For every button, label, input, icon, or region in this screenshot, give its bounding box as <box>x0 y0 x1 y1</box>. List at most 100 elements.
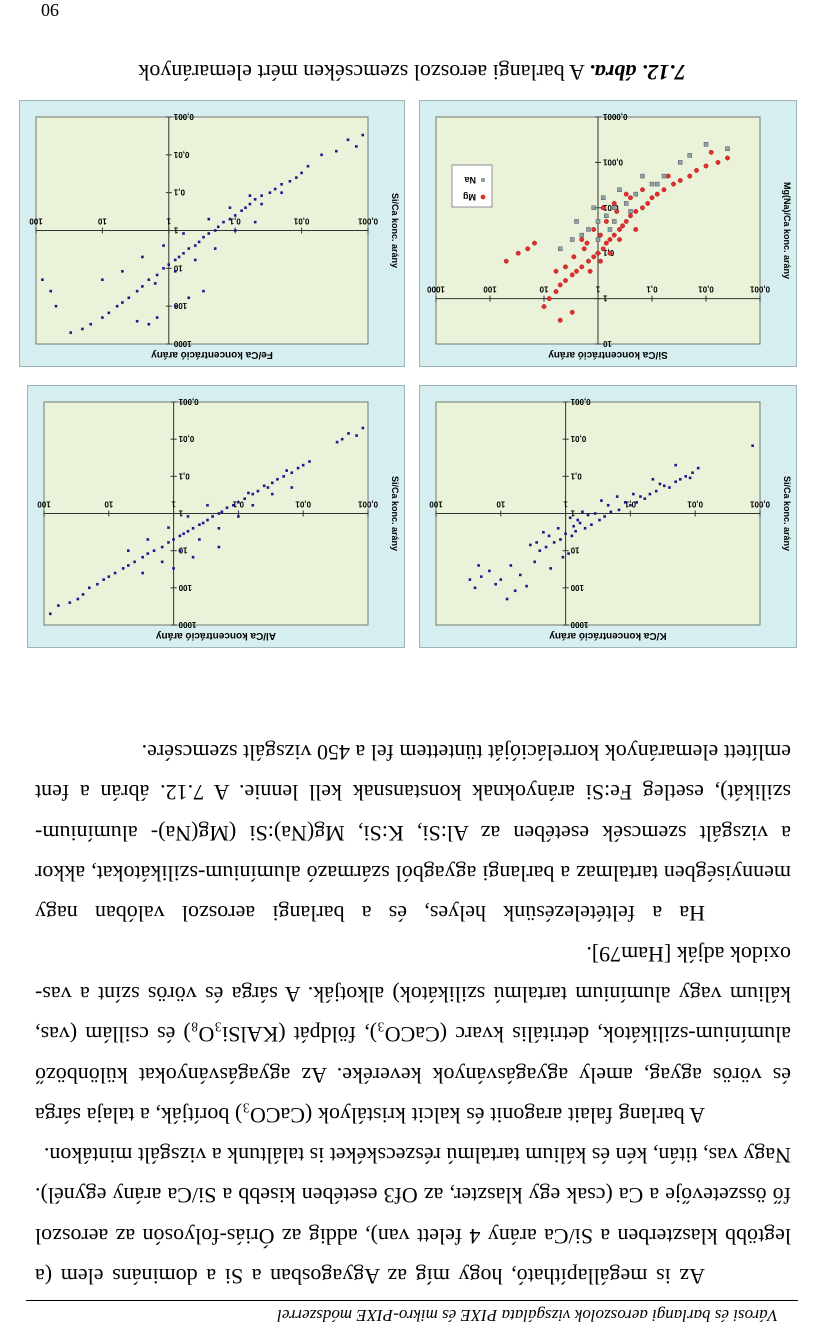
mg-point <box>587 268 593 274</box>
y-tick-label: 0,001 <box>602 157 623 166</box>
data-point <box>253 220 257 224</box>
data-point <box>162 267 165 270</box>
data-point <box>96 582 99 586</box>
data-point <box>68 601 72 604</box>
na-point <box>600 195 606 200</box>
na-point <box>640 173 645 179</box>
mg-point <box>598 258 603 264</box>
data-point <box>222 220 225 224</box>
mg-point <box>725 155 730 161</box>
data-point <box>513 589 517 593</box>
y-tick-label: 0,001 <box>178 397 199 406</box>
mg-point <box>607 250 613 256</box>
data-point <box>141 255 144 259</box>
na-point <box>677 160 683 165</box>
x-tick-label: 10 <box>539 285 548 294</box>
chart-title: Al/Ca koncentráció arány <box>156 630 276 641</box>
data-point <box>81 593 85 596</box>
na-point <box>595 237 601 242</box>
data-point <box>600 499 603 502</box>
data-point <box>187 247 191 250</box>
na-point <box>687 153 692 158</box>
chart-title: K/Ca koncentráció arány <box>549 630 667 641</box>
data-point <box>193 258 197 262</box>
legend-marker-na <box>481 178 485 182</box>
scatter-plot-fe-ca: Fe/Ca koncentráció arány Si/Ca konc. arán… <box>19 100 405 367</box>
mg-point <box>525 246 531 252</box>
data-point <box>559 538 562 541</box>
data-point <box>639 495 642 498</box>
mg-point <box>603 240 609 246</box>
data-point <box>684 475 688 478</box>
data-point <box>751 444 754 448</box>
data-point <box>479 575 483 578</box>
data-point <box>662 484 666 488</box>
data-point <box>361 426 365 430</box>
y-tick-label: 10 <box>173 263 182 272</box>
data-point <box>172 567 175 570</box>
data-point <box>590 523 593 526</box>
figure-caption: 7.12. ábra. A barlangi aeroszol szemcsék… <box>0 59 824 85</box>
y-tick-label: 0,001 <box>570 397 591 406</box>
x-tick-label: 0,01 <box>687 500 703 509</box>
data-point <box>178 549 182 552</box>
data-point <box>153 282 157 285</box>
data-point <box>146 552 150 555</box>
data-point <box>186 515 190 518</box>
mg-point <box>708 149 714 155</box>
data-point <box>162 244 165 247</box>
data-point <box>290 471 294 475</box>
data-point <box>340 437 344 441</box>
data-point <box>247 491 250 495</box>
data-point <box>355 434 358 437</box>
data-point <box>477 564 480 567</box>
data-point <box>688 476 692 480</box>
si-ca-chart-svg: Si/Ca koncentráció arány Mg(Na)/Ca konc. … <box>427 112 792 360</box>
x-tick-label: 0,01 <box>293 217 309 226</box>
data-point <box>206 503 209 507</box>
data-point <box>225 506 229 510</box>
legend-marker-mg <box>480 194 486 200</box>
x-tick-label: 1 <box>595 285 600 294</box>
data-point <box>603 515 606 518</box>
na-point <box>579 232 584 238</box>
na-point <box>661 173 667 179</box>
data-point <box>280 182 283 186</box>
x-tick-label: 10 <box>97 217 106 226</box>
data-point <box>308 460 311 463</box>
data-point <box>228 217 232 221</box>
data-point <box>488 569 491 573</box>
mg-point <box>553 289 559 294</box>
data-point <box>237 515 240 518</box>
data-point <box>296 466 300 470</box>
na-point <box>612 219 617 224</box>
mg-point <box>595 250 601 256</box>
data-point <box>173 270 177 273</box>
running-header: Városi és barlangi aeroszolok vizsgálata… <box>26 1300 798 1327</box>
data-point <box>542 530 545 534</box>
data-point <box>295 176 298 179</box>
scatter-plot-k-ca: K/Ca koncentráció arány Si/Ca konc. arány… <box>419 385 797 648</box>
data-point <box>574 529 577 533</box>
mg-point <box>611 201 617 206</box>
data-point <box>300 171 303 175</box>
data-point <box>552 541 556 544</box>
mg-point <box>503 258 509 264</box>
y-axis-label: Si/Ca konc. arány <box>390 476 400 551</box>
data-point <box>346 138 350 142</box>
na-point <box>607 227 613 232</box>
data-point <box>499 578 503 581</box>
data-point <box>691 471 694 475</box>
data-point <box>186 529 190 533</box>
x-tick-label: 10 <box>496 500 505 509</box>
data-point <box>282 475 285 478</box>
data-point <box>473 586 477 590</box>
data-point <box>347 432 350 435</box>
mg-point <box>623 219 629 224</box>
al-ca-chart-svg: Al/Ca koncentráció arány Si/Ca konc. arán… <box>37 397 400 641</box>
data-point <box>237 501 240 504</box>
mg-point <box>694 167 699 173</box>
data-point <box>167 526 170 529</box>
data-point <box>674 480 677 484</box>
na-point <box>617 187 622 192</box>
